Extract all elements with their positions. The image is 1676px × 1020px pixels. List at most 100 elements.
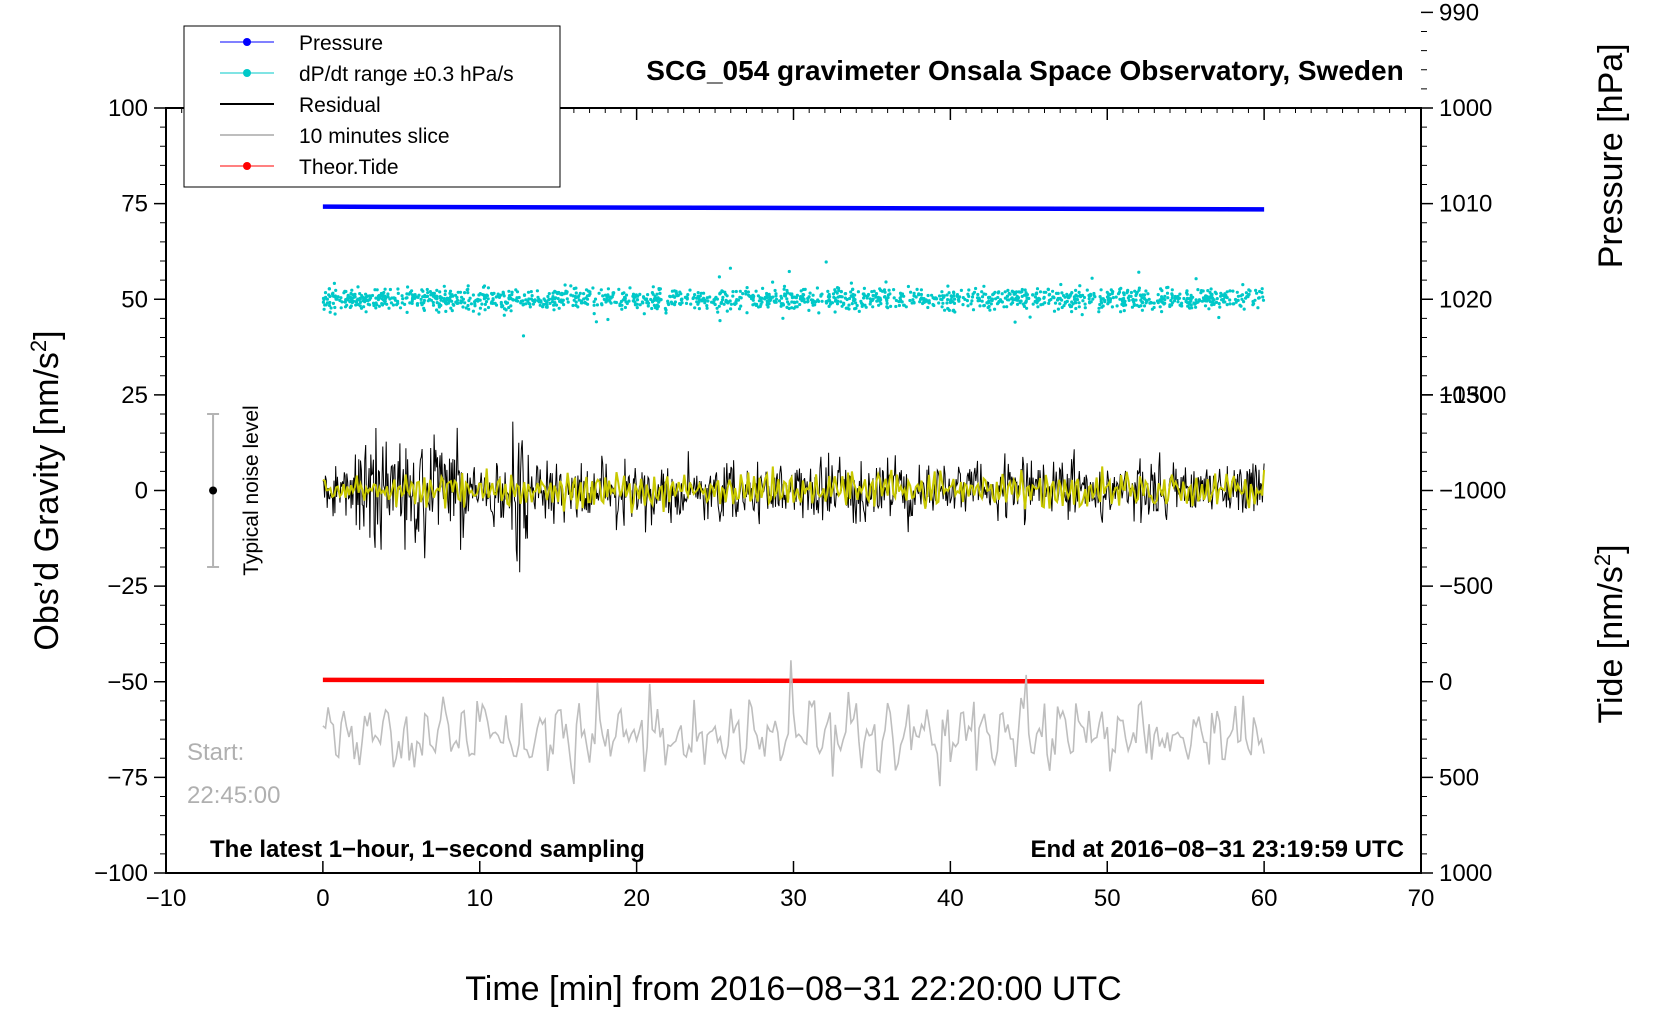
dpdt-point xyxy=(466,284,470,288)
dpdt-point xyxy=(673,303,677,307)
dpdt-point xyxy=(327,293,331,297)
dpdt-point xyxy=(931,296,936,300)
dpdt-point xyxy=(333,312,337,316)
dpdt-point xyxy=(608,295,612,299)
dpdt-point xyxy=(1256,306,1260,310)
dpdt-point xyxy=(391,303,395,307)
dpdt-point xyxy=(645,297,649,301)
dpdt-point xyxy=(851,287,855,291)
dpdt-point xyxy=(1234,300,1238,304)
dpdt-point xyxy=(1047,301,1051,305)
x-tick-label: 60 xyxy=(1251,885,1278,912)
dpdt-point xyxy=(1081,293,1085,297)
dpdt-point xyxy=(1009,302,1013,306)
dpdt-point xyxy=(763,295,767,300)
dpdt-point xyxy=(737,307,742,311)
dpdt-point xyxy=(830,301,835,305)
y-left-tick-label: 50 xyxy=(121,286,148,313)
dpdt-point xyxy=(536,295,540,299)
dpdt-point xyxy=(557,306,561,310)
dpdt-point xyxy=(1082,295,1086,300)
dpdt-point xyxy=(1058,302,1062,306)
dpdt-point xyxy=(1238,303,1242,307)
dpdt-point xyxy=(332,281,336,285)
dpdt-point xyxy=(387,306,391,310)
dpdt-point xyxy=(1244,296,1248,300)
dpdt-point xyxy=(802,297,806,301)
dpdt-point xyxy=(739,304,743,308)
dpdt-point xyxy=(621,298,625,302)
dpdt-point xyxy=(817,299,821,303)
dpdt-point xyxy=(768,296,773,300)
dpdt-point xyxy=(651,292,655,296)
dpdt-point xyxy=(410,297,415,301)
dpdt-point xyxy=(574,296,578,300)
dpdt-point xyxy=(824,260,828,264)
dpdt-point xyxy=(1106,295,1110,299)
dpdt-point xyxy=(585,294,590,298)
dpdt-point xyxy=(1035,287,1040,291)
dpdt-point xyxy=(329,306,333,310)
y-axis-left-title: Obs’d Gravity [nm/s2] xyxy=(26,330,66,650)
dpdt-point xyxy=(477,293,481,297)
dpdt-point xyxy=(1106,302,1110,306)
dpdt-point xyxy=(1110,305,1114,309)
dpdt-point xyxy=(1091,297,1095,301)
dpdt-point xyxy=(382,290,386,295)
noise-indicator xyxy=(207,413,220,568)
dpdt-point xyxy=(817,311,821,315)
dpdt-point xyxy=(410,301,414,305)
dpdt-point xyxy=(396,301,400,305)
dpdt-point xyxy=(1042,295,1046,299)
x-tick-label: 0 xyxy=(316,885,329,912)
dpdt-point xyxy=(1189,293,1193,297)
dpdt-point xyxy=(1106,292,1110,296)
tide-tick-label: 0 xyxy=(1439,669,1452,696)
dpdt-point xyxy=(946,298,950,302)
dpdt-point xyxy=(865,296,869,300)
pressure-tick-label: 1020 xyxy=(1439,286,1492,313)
dpdt-point xyxy=(650,306,654,311)
dpdt-point xyxy=(1228,298,1232,302)
dpdt-point xyxy=(946,307,950,311)
y-left-tick-label: −100 xyxy=(94,860,148,887)
dpdt-point xyxy=(356,303,360,307)
dpdt-point xyxy=(579,301,584,305)
dpdt-point xyxy=(912,294,916,298)
dpdt-point xyxy=(790,296,795,300)
dpdt-point xyxy=(904,305,908,309)
dpdt-point xyxy=(553,297,557,301)
dpdt-point xyxy=(396,287,400,291)
dpdt-point xyxy=(1077,305,1081,309)
dpdt-point xyxy=(721,295,725,299)
dpdt-point xyxy=(974,286,978,291)
dpdt-point xyxy=(333,305,337,310)
dpdt-point xyxy=(438,290,442,294)
dpdt-point xyxy=(760,296,764,300)
dpdt-point xyxy=(431,294,435,298)
dpdt-point xyxy=(1077,301,1081,305)
dpdt-point xyxy=(422,306,426,310)
x-tick-label: −10 xyxy=(146,885,187,912)
dpdt-point xyxy=(332,294,336,298)
dpdt-point xyxy=(1022,293,1027,297)
dpdt-point xyxy=(757,299,762,303)
dpdt-point xyxy=(927,299,931,303)
dpdt-point xyxy=(1005,305,1009,309)
dpdt-point xyxy=(524,302,528,306)
dpdt-point xyxy=(565,297,569,301)
noise-center-dot xyxy=(209,486,218,495)
dpdt-point xyxy=(1023,288,1027,292)
dpdt-point xyxy=(428,290,432,294)
x-tick-label: 50 xyxy=(1094,885,1121,912)
dpdt-point xyxy=(1111,296,1115,300)
dpdt-point xyxy=(1254,288,1258,292)
dpdt-point xyxy=(493,301,497,305)
dpdt-point xyxy=(803,300,807,304)
dpdt-point xyxy=(801,292,805,297)
dpdt-point xyxy=(346,293,350,297)
dpdt-point xyxy=(878,296,882,300)
dpdt-point xyxy=(592,300,596,304)
legend-swatch-marker xyxy=(243,162,251,170)
dpdt-point xyxy=(862,296,866,300)
